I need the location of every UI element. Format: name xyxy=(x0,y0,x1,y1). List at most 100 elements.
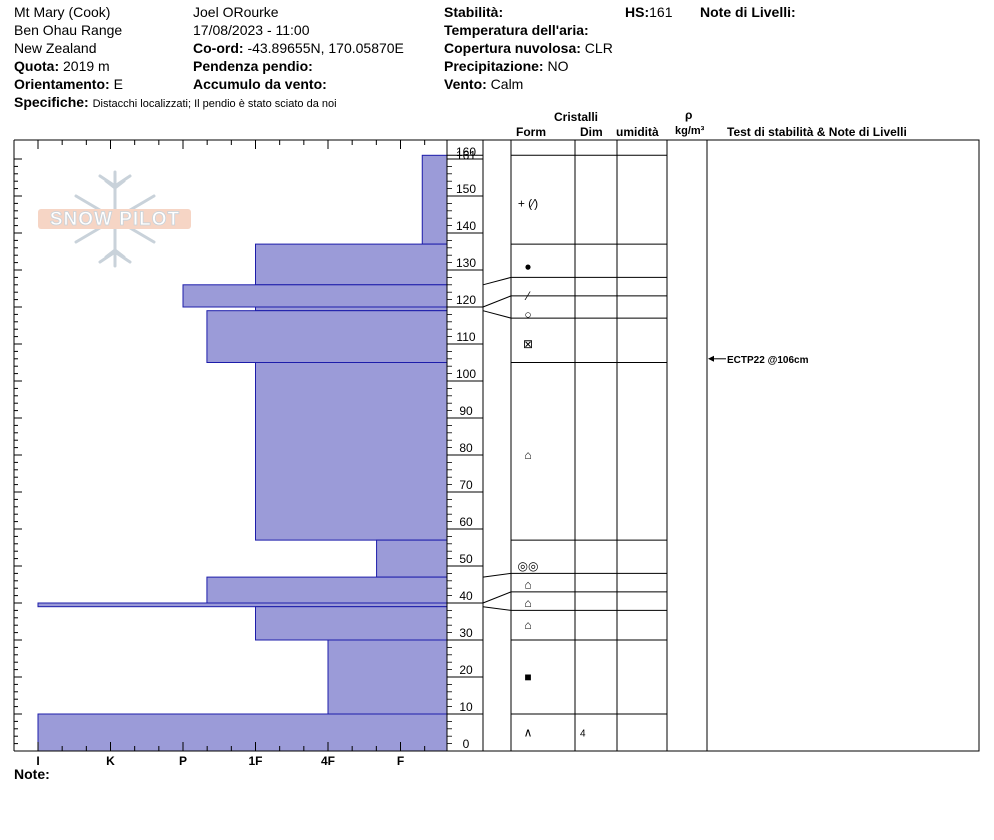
hardness-layer-4 xyxy=(255,306,448,312)
hardness-axis: I K P 1F 4F F xyxy=(36,140,426,768)
wind-loading-label: Accumulo da vento: xyxy=(193,76,327,92)
notes: Note: xyxy=(14,765,50,783)
depth-label-80: 80 xyxy=(459,441,473,455)
depth-label-150: 150 xyxy=(456,182,476,196)
location: Mt Mary (Cook) xyxy=(14,4,111,20)
precipitation: Precipitazione: NO xyxy=(444,57,568,75)
hardness-layers xyxy=(37,154,448,752)
precip-label: Precipitazione: xyxy=(444,58,544,74)
depth-label-60: 60 xyxy=(459,515,473,529)
layer-connector xyxy=(482,591,512,604)
stability-label: Stabilità: xyxy=(444,4,504,20)
depth-label-110: 110 xyxy=(456,330,475,344)
crystal-table-headers: Cristalli Form Dim umidità ρ kg/m³ Test … xyxy=(516,108,907,139)
layer-connector xyxy=(482,295,512,308)
elevation-label: Quota: xyxy=(14,58,60,74)
depth-label-140: 140 xyxy=(456,219,476,233)
grain-form-symbol: ◎◎ xyxy=(518,559,539,573)
sky-value: CLR xyxy=(584,40,613,56)
hs-label: HS: xyxy=(625,4,650,20)
grain-form-symbol: ⁄ xyxy=(524,289,531,303)
depth-label-70: 70 xyxy=(459,478,473,492)
logo-text: SNOW PILOT xyxy=(50,209,180,230)
col-tests: Test di stabilità & Note di Livelli xyxy=(727,125,907,139)
hardness-layer-10 xyxy=(255,606,448,641)
aspect-value: E xyxy=(113,76,123,92)
grain-form-symbol: ⌂ xyxy=(524,618,531,632)
depth-label-130: 130 xyxy=(456,256,476,270)
hardness-layer-2 xyxy=(255,243,448,286)
aspect: Orientamento: E xyxy=(14,75,123,93)
specifics-label: Specifiche: xyxy=(14,94,89,110)
test-label: ECTP22 @106cm xyxy=(727,355,809,366)
col-crystals: Cristalli xyxy=(554,110,598,124)
hardness-layer-12 xyxy=(37,713,448,752)
hardness-layer-5 xyxy=(206,310,448,364)
grain-form-symbol: ● xyxy=(524,259,531,273)
depth-axis: 0102030405060708090100110120130140150160… xyxy=(14,140,483,752)
layer-connector xyxy=(482,606,512,611)
air-temperature: Temperatura dell'aria: xyxy=(444,21,589,39)
col-moisture: umidità xyxy=(616,125,659,139)
hardness-label-1F: 1F xyxy=(248,754,262,768)
coord-value: -43.89655N, 170.05870E xyxy=(247,40,404,56)
sky-cover: Copertura nuvolosa: CLR xyxy=(444,39,613,57)
grain-form-symbol: ■ xyxy=(524,670,531,684)
depth-label-0: 0 xyxy=(463,737,470,751)
depth-label-100: 100 xyxy=(456,367,476,381)
hardness-label-I: I xyxy=(36,754,39,768)
col-density-unit: kg/m³ xyxy=(675,125,705,137)
hardness-layer-3 xyxy=(182,284,448,308)
hs-value: 161 xyxy=(649,4,673,20)
grain-form-symbol: + (⁄) xyxy=(518,196,538,210)
hardness-layer-8 xyxy=(206,576,448,604)
grain-form-symbol: ⌂ xyxy=(524,596,531,610)
specifics: Specifiche: Distacchi localizzati; Il pe… xyxy=(14,93,337,113)
grain-form-symbol: ○ xyxy=(524,307,531,321)
col-dim: Dim xyxy=(580,125,603,139)
stability-tests: ECTP22 @106cm xyxy=(708,355,809,366)
hardness-layer-1 xyxy=(421,154,448,245)
layer-notes-header: Note di Livelli: xyxy=(700,3,796,21)
observer: Joel ORourke xyxy=(193,4,279,20)
hardness-label-4F: 4F xyxy=(321,754,335,768)
depth-label-30: 30 xyxy=(459,626,473,640)
air-temp-label: Temperatura dell'aria: xyxy=(444,22,589,38)
layer-connector xyxy=(482,572,512,578)
snowpilot-logo: SNOW PILOT xyxy=(38,170,191,268)
wind: Vento: Calm xyxy=(444,75,523,93)
coordinates: Co-ord: -43.89655N, 170.05870E xyxy=(193,39,404,57)
table-frame xyxy=(482,139,980,752)
crystal-table xyxy=(482,139,980,752)
depth-label-90: 90 xyxy=(459,404,473,418)
grain-form-symbol: ⌂ xyxy=(524,578,531,592)
test-arrow-head xyxy=(708,355,714,362)
slope-label: Pendenza pendio: xyxy=(193,58,313,74)
notes-label: Note: xyxy=(14,766,50,782)
coord-label: Co-ord: xyxy=(193,40,244,56)
wind-value: Calm xyxy=(490,76,524,92)
col-form: Form xyxy=(516,125,546,139)
layer-notes-label: Note di Livelli: xyxy=(700,4,796,20)
grain-forms: + (⁄) ● ⁄ ○ ⊠ ⌂ ◎◎ ⌂ ⌂ ⌂ ■ ∧ 4 xyxy=(518,196,586,739)
wind-loading: Accumulo da vento: xyxy=(193,75,327,93)
slope: Pendenza pendio: xyxy=(193,57,313,75)
depth-label-40: 40 xyxy=(459,589,473,603)
specifics-value: Distacchi localizzati; Il pendio è stato… xyxy=(92,98,337,110)
layer-connector xyxy=(482,276,512,286)
logo-banner xyxy=(38,209,191,229)
aspect-label: Orientamento: xyxy=(14,76,110,92)
depth-label-10: 10 xyxy=(459,700,473,714)
datetime: 17/08/2023 - 11:00 xyxy=(193,22,310,38)
hardness-label-P: P xyxy=(179,754,187,768)
hardness-label-F: F xyxy=(397,754,404,768)
stability: Stabilità: xyxy=(444,3,503,21)
wind-label: Vento: xyxy=(444,76,487,92)
depth-label-50: 50 xyxy=(459,552,473,566)
grain-form-symbol: ⊠ xyxy=(523,337,533,351)
snow-height: HS:161 xyxy=(625,3,672,21)
depth-label-120: 120 xyxy=(456,293,476,307)
elevation-value: 2019 m xyxy=(63,58,110,74)
hardness-label-K: K xyxy=(106,754,115,768)
